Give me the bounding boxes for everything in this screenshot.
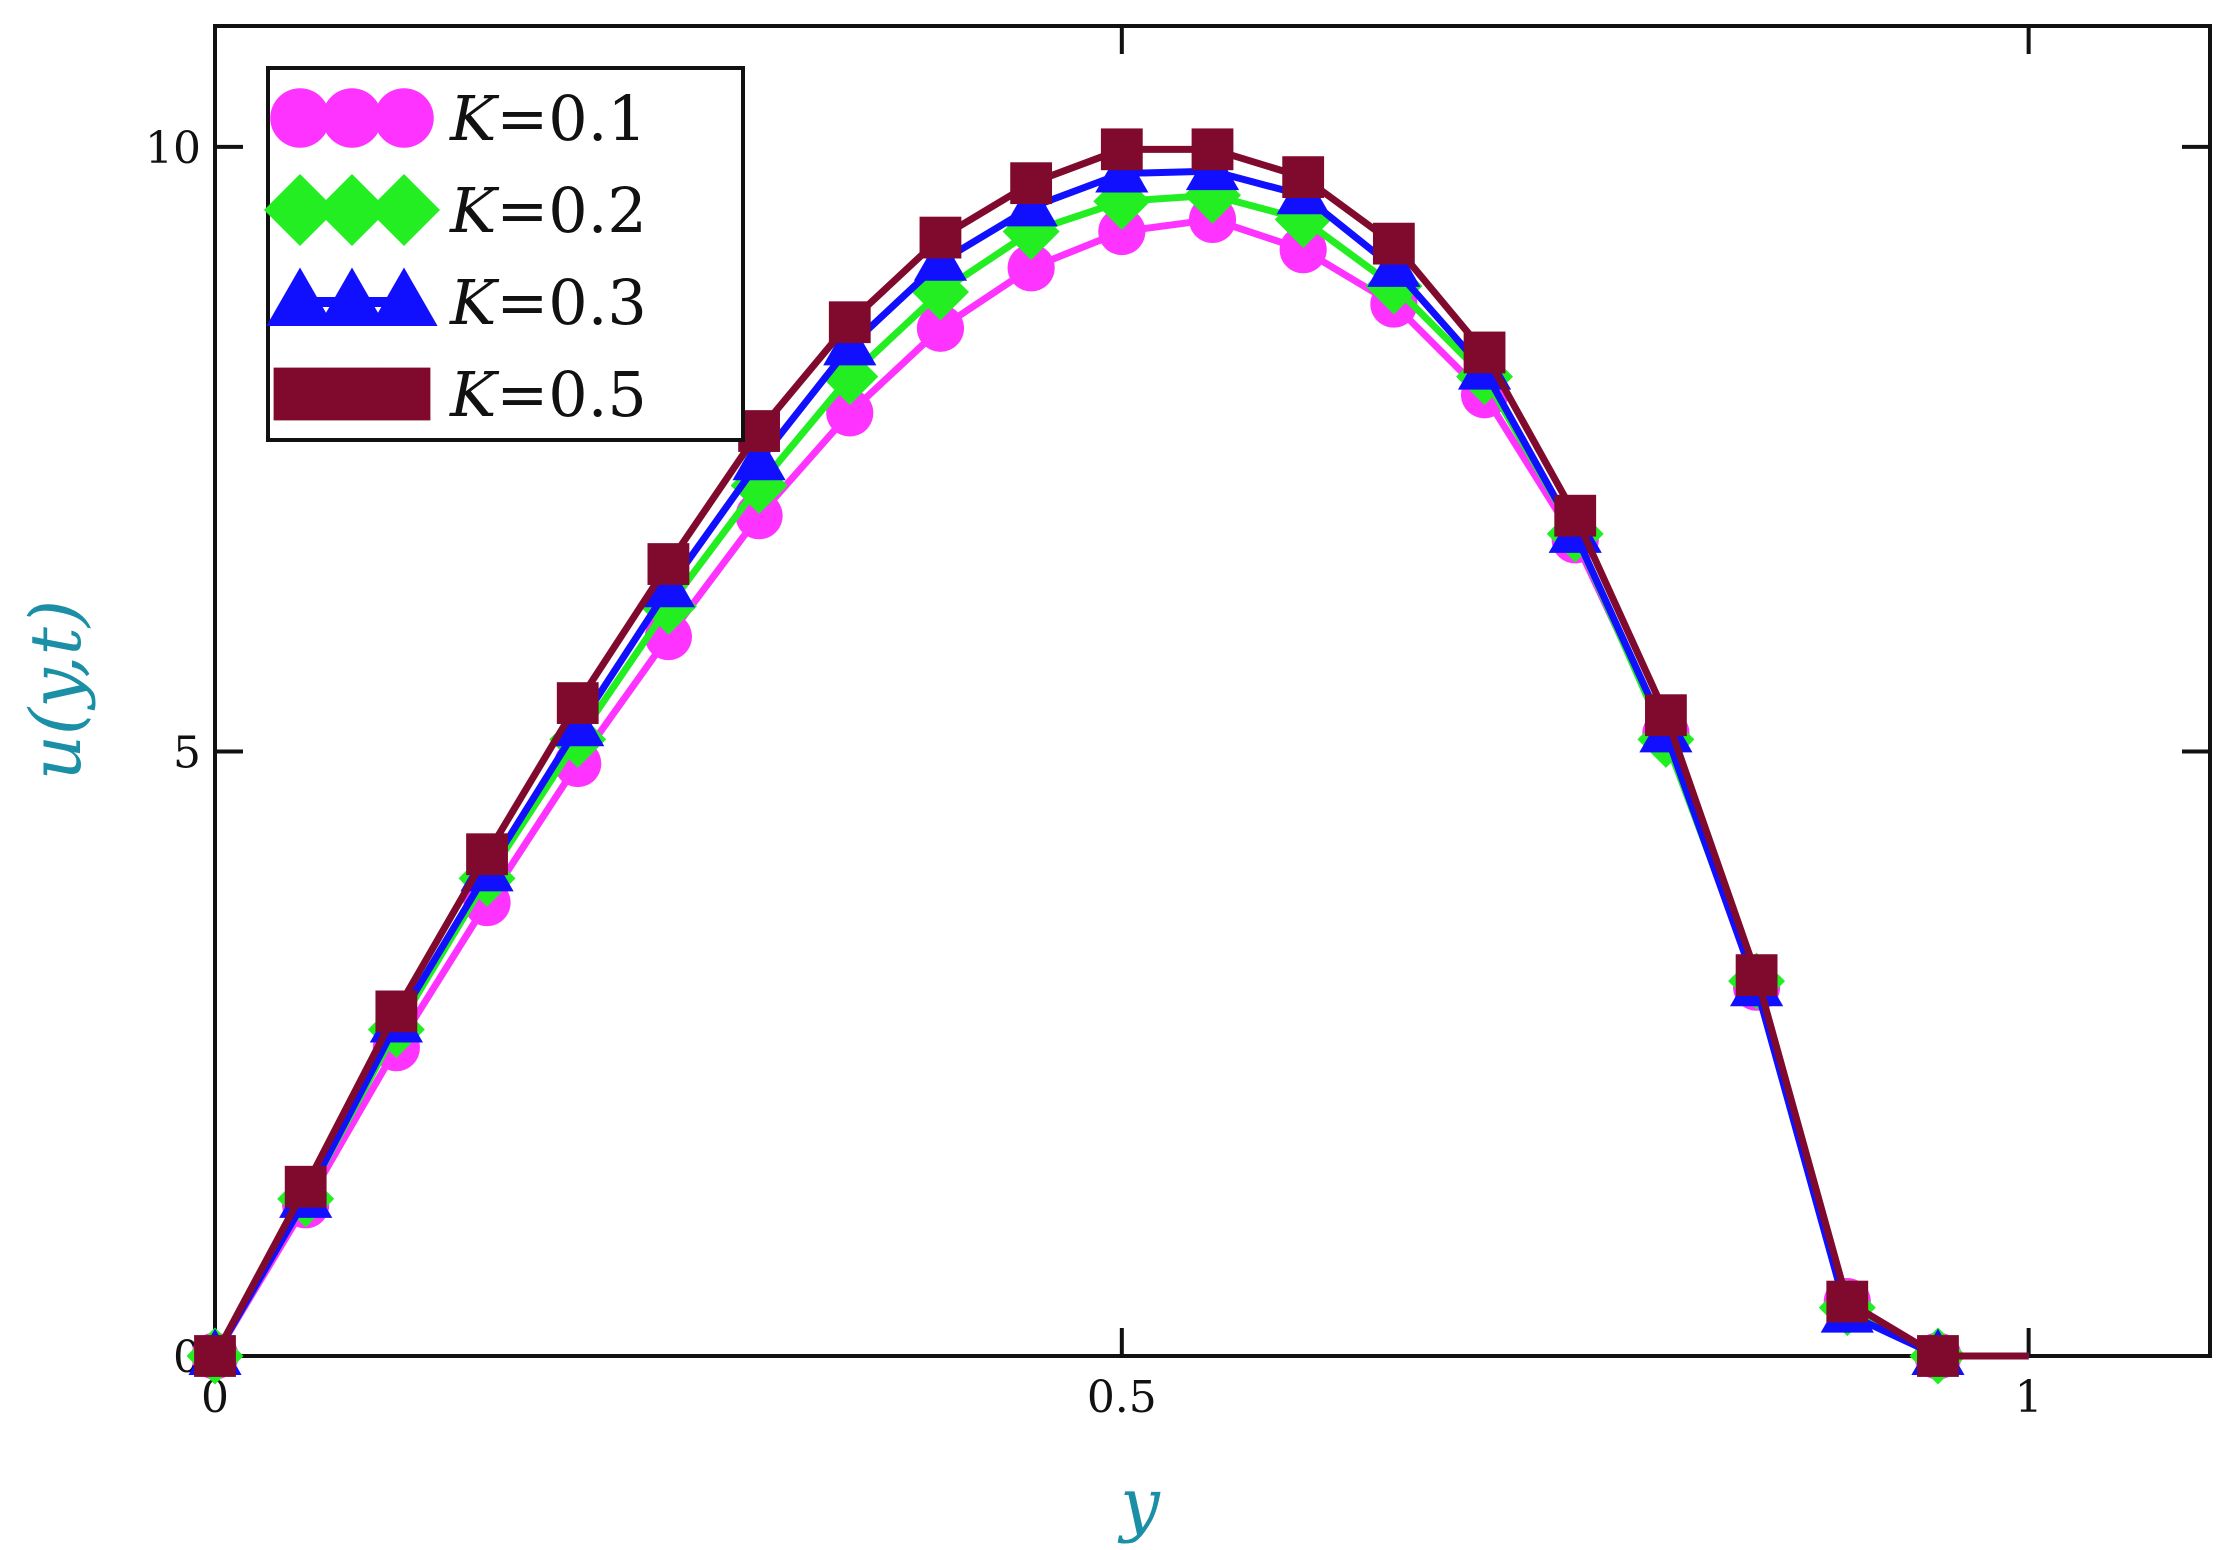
data-point [1735, 954, 1778, 997]
legend-label: K=0.2 [449, 174, 647, 247]
data-point [916, 304, 965, 352]
legend-marker [377, 367, 431, 421]
x-axis-label: y [1117, 1463, 1161, 1545]
series-4 [194, 128, 2029, 1377]
y-tick-label: 5 [173, 727, 201, 778]
legend-item: K=0.1 [270, 82, 647, 155]
legend-marker [368, 174, 440, 246]
legend-item: K=0.3 [266, 266, 647, 339]
data-point [1917, 1335, 1959, 1377]
x-tick-label: 0.5 [1087, 1372, 1157, 1423]
data-point [1279, 226, 1327, 274]
data-point [828, 301, 871, 344]
data-point [1191, 128, 1234, 171]
data-point [194, 1335, 236, 1377]
legend-marker [370, 267, 438, 326]
legend-item: K=0.5 [273, 358, 647, 431]
legend-label: K=0.3 [449, 266, 647, 339]
data-point [919, 216, 962, 259]
data-point [732, 433, 786, 481]
legend-marker [270, 88, 330, 148]
legend-marker [273, 367, 327, 421]
x-tick-label: 1 [2015, 1372, 2043, 1423]
data-point [1010, 162, 1053, 205]
data-point [1098, 207, 1146, 256]
data-point [826, 389, 874, 437]
legend-items: K=0.1 K=0.2 K=0.3 K=0.5 [264, 82, 647, 431]
data-point [1282, 156, 1325, 199]
data-point [466, 833, 508, 876]
legend-marker [264, 174, 336, 246]
data-point [375, 990, 418, 1033]
legend-marker [374, 88, 434, 148]
data-point [1826, 1280, 1869, 1323]
data-point [738, 410, 780, 452]
data-point [1100, 128, 1143, 171]
data-point [284, 1165, 327, 1208]
legend-marker [266, 267, 334, 326]
y-axis-label: u(y,t) [15, 600, 97, 780]
legend-item: K=0.2 [264, 174, 647, 247]
legend-marker [316, 174, 388, 246]
data-point [1463, 331, 1506, 374]
legend-label: K=0.1 [449, 82, 647, 155]
data-point [1645, 694, 1687, 737]
legend-marker [322, 88, 382, 148]
data-point [647, 543, 690, 585]
series-layer [186, 128, 2029, 1385]
legend-marker [325, 367, 379, 421]
legend: K=0.1 K=0.2 K=0.3 K=0.5 [264, 66, 745, 442]
data-point [556, 682, 599, 724]
data-point [1007, 244, 1055, 292]
legend-label: K=0.5 [449, 358, 647, 431]
y-tick-label: 10 [145, 123, 201, 174]
legend-marker [318, 267, 386, 326]
data-point [1372, 222, 1415, 265]
data-point [1554, 494, 1597, 537]
